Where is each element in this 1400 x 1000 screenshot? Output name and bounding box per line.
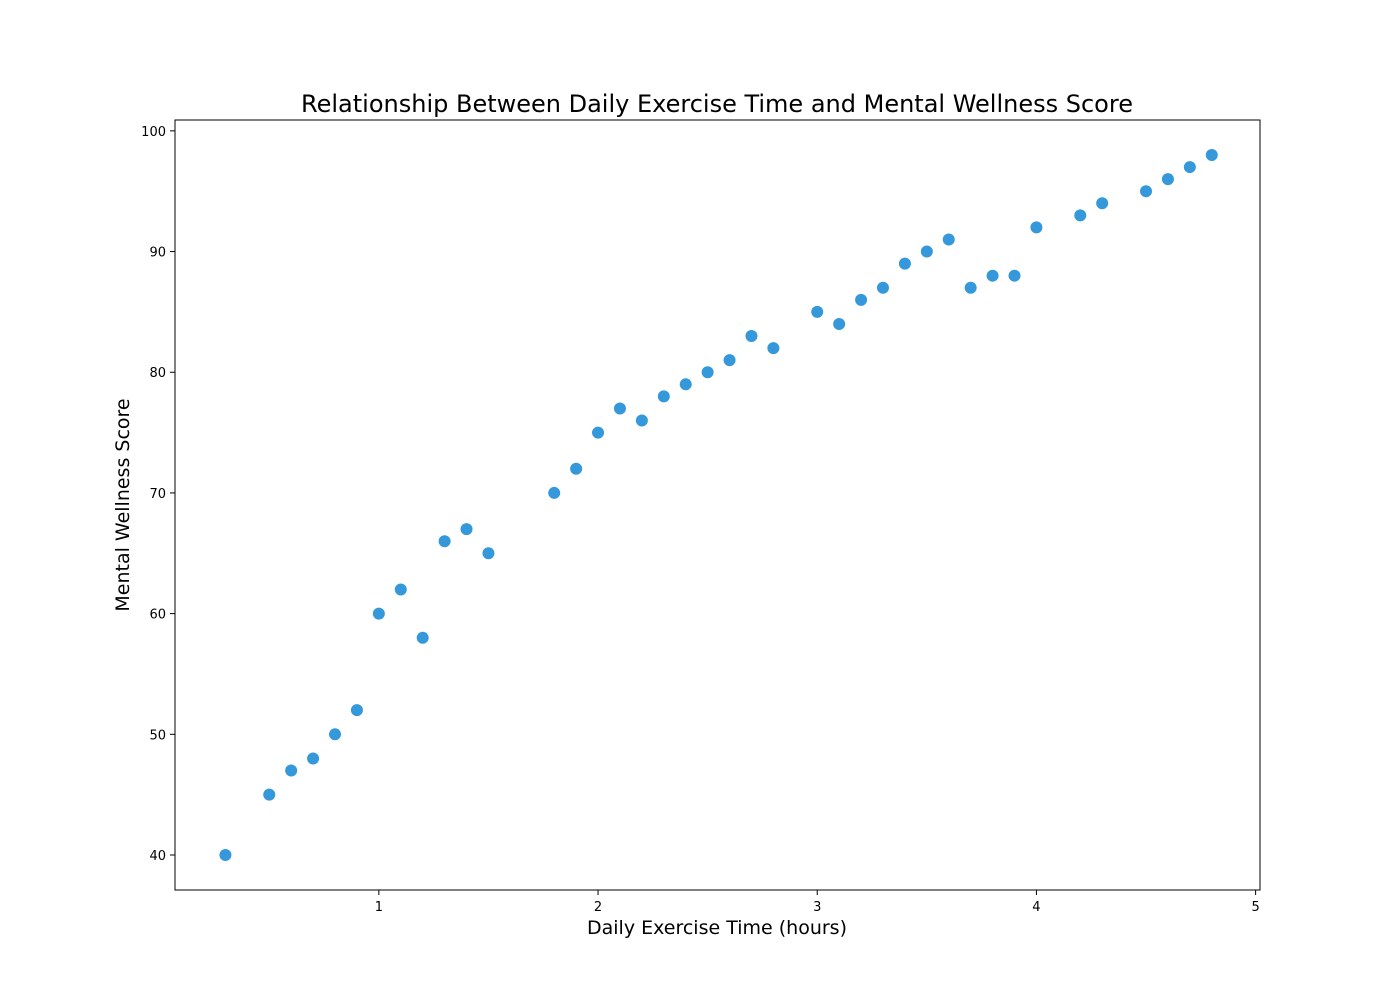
y-tick-label: 50 (149, 728, 166, 743)
data-point (942, 233, 955, 246)
x-tick-label: 5 (1251, 900, 1259, 915)
data-point (307, 752, 320, 765)
data-point (767, 342, 780, 355)
data-point (679, 378, 692, 391)
data-point (1161, 173, 1174, 186)
data-point (592, 426, 605, 439)
x-tick-label: 4 (1032, 900, 1040, 915)
y-tick-label: 60 (149, 608, 166, 623)
data-point (350, 704, 363, 717)
chart-title: Relationship Between Daily Exercise Time… (301, 90, 1133, 118)
data-point (416, 631, 429, 644)
data-point (1096, 197, 1109, 210)
y-tick-label: 80 (149, 366, 166, 381)
x-tick-label: 2 (594, 900, 602, 915)
y-tick-label: 90 (149, 246, 166, 261)
x-tick-label: 3 (813, 900, 821, 915)
data-point (263, 788, 276, 801)
data-point (986, 269, 999, 282)
data-point (329, 728, 342, 741)
data-point (811, 305, 824, 318)
data-point (482, 547, 495, 560)
y-tick-label: 70 (149, 487, 166, 502)
data-point (219, 849, 232, 861)
data-point (1008, 269, 1021, 282)
data-point (1030, 221, 1043, 234)
y-tick-label: 40 (149, 849, 166, 864)
data-point (570, 462, 583, 475)
data-point (613, 402, 626, 415)
data-point (701, 366, 714, 379)
data-point (898, 257, 911, 270)
data-point (1140, 185, 1153, 198)
data-point (394, 583, 407, 596)
y-axis-title: Mental Wellness Score (112, 398, 134, 611)
plot-area (174, 119, 1261, 891)
data-points (219, 149, 1218, 861)
data-point (285, 764, 298, 777)
data-point (876, 281, 889, 294)
x-axis-title: Daily Exercise Time (hours) (587, 917, 847, 939)
data-point (438, 535, 451, 548)
data-point (964, 281, 977, 294)
x-axis: 1 2 3 4 5 (375, 890, 1260, 915)
data-point (745, 330, 758, 343)
data-point (1205, 149, 1218, 161)
data-point (460, 523, 473, 536)
data-point (855, 293, 868, 306)
y-axis: 40 50 60 70 80 90 100 (141, 125, 175, 864)
data-point (548, 486, 561, 499)
data-point (657, 390, 670, 403)
data-point (635, 414, 648, 427)
data-point (1183, 161, 1196, 174)
data-point (920, 245, 933, 258)
x-tick-label: 1 (375, 900, 383, 915)
data-point (372, 607, 385, 620)
data-point (723, 354, 736, 367)
data-point (1074, 209, 1087, 222)
y-tick-label: 100 (141, 125, 166, 140)
data-point (833, 317, 846, 330)
